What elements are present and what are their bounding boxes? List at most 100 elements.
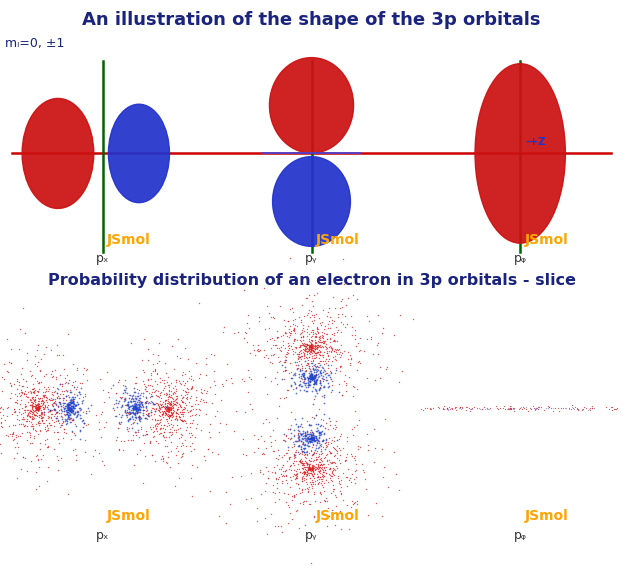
Point xyxy=(295,441,305,450)
Point xyxy=(146,397,156,406)
Point xyxy=(408,314,418,323)
Point xyxy=(293,479,303,489)
Point xyxy=(25,433,35,442)
Point xyxy=(281,430,291,439)
Point xyxy=(59,404,69,413)
Point xyxy=(342,482,352,491)
Text: JSmol: JSmol xyxy=(316,233,359,247)
Point xyxy=(306,339,316,348)
Point xyxy=(40,401,50,410)
Point xyxy=(0,409,1,418)
Point xyxy=(68,399,78,408)
Point xyxy=(299,467,309,477)
Point xyxy=(307,464,317,473)
Point xyxy=(307,461,316,470)
Point xyxy=(202,387,212,396)
Point xyxy=(297,345,307,354)
Point xyxy=(325,317,335,326)
Point xyxy=(34,403,44,412)
Point xyxy=(165,401,175,410)
Point xyxy=(184,419,194,428)
Point xyxy=(78,395,88,405)
Point xyxy=(290,335,300,345)
Point xyxy=(34,404,44,413)
Point xyxy=(112,402,122,411)
Point xyxy=(303,321,313,331)
Point xyxy=(609,404,619,413)
Point xyxy=(163,404,173,413)
Point xyxy=(64,401,74,411)
Point xyxy=(303,380,313,389)
Point xyxy=(309,474,319,483)
Point xyxy=(329,452,339,461)
Point xyxy=(120,394,130,403)
Point xyxy=(32,403,42,412)
Point xyxy=(310,365,320,375)
Point xyxy=(318,467,328,476)
Point xyxy=(482,404,492,413)
Point xyxy=(312,447,322,456)
Point xyxy=(6,359,16,368)
Point xyxy=(305,438,315,447)
Point xyxy=(318,409,328,419)
Point xyxy=(298,336,308,345)
Point xyxy=(225,500,235,509)
Point xyxy=(162,406,172,416)
Point xyxy=(285,358,295,368)
Point xyxy=(301,475,311,484)
Point xyxy=(302,448,312,457)
Point xyxy=(129,397,139,406)
Point xyxy=(331,345,341,354)
Point xyxy=(122,400,132,409)
Point xyxy=(61,401,71,411)
Point xyxy=(158,408,168,417)
Point xyxy=(305,462,315,471)
Point xyxy=(329,485,339,494)
Point xyxy=(307,386,317,395)
Point xyxy=(334,477,344,486)
Point xyxy=(261,415,271,424)
Point xyxy=(322,329,332,338)
Point xyxy=(150,406,160,415)
Point xyxy=(294,372,304,381)
Point xyxy=(305,363,315,372)
Point xyxy=(130,416,140,425)
Point xyxy=(297,439,307,448)
Point xyxy=(353,338,363,347)
Point xyxy=(356,459,366,468)
Point xyxy=(186,372,196,381)
Point xyxy=(163,404,173,413)
Point xyxy=(241,328,251,338)
Point xyxy=(45,421,55,430)
Point xyxy=(337,303,347,312)
Point xyxy=(281,475,291,485)
Point xyxy=(33,388,43,397)
Point xyxy=(141,430,151,439)
Point xyxy=(70,376,80,386)
Point xyxy=(14,389,24,398)
Point xyxy=(455,404,465,413)
Point xyxy=(297,444,307,453)
Point xyxy=(7,430,17,439)
Point xyxy=(209,376,219,386)
Point xyxy=(318,336,328,346)
Point xyxy=(210,380,220,390)
Point xyxy=(331,461,341,470)
Point xyxy=(191,386,201,395)
Point xyxy=(299,444,309,453)
Point xyxy=(9,420,19,430)
Point xyxy=(308,471,318,481)
Point xyxy=(179,381,189,390)
Point xyxy=(289,325,299,335)
Point xyxy=(313,404,323,413)
Point xyxy=(307,344,316,353)
Point xyxy=(126,391,136,401)
Point xyxy=(325,312,335,321)
Point xyxy=(209,366,219,375)
Point xyxy=(34,401,44,411)
Point xyxy=(111,389,121,398)
Point xyxy=(307,464,316,474)
Point xyxy=(323,351,333,360)
Point xyxy=(37,402,47,412)
Point xyxy=(188,416,198,425)
